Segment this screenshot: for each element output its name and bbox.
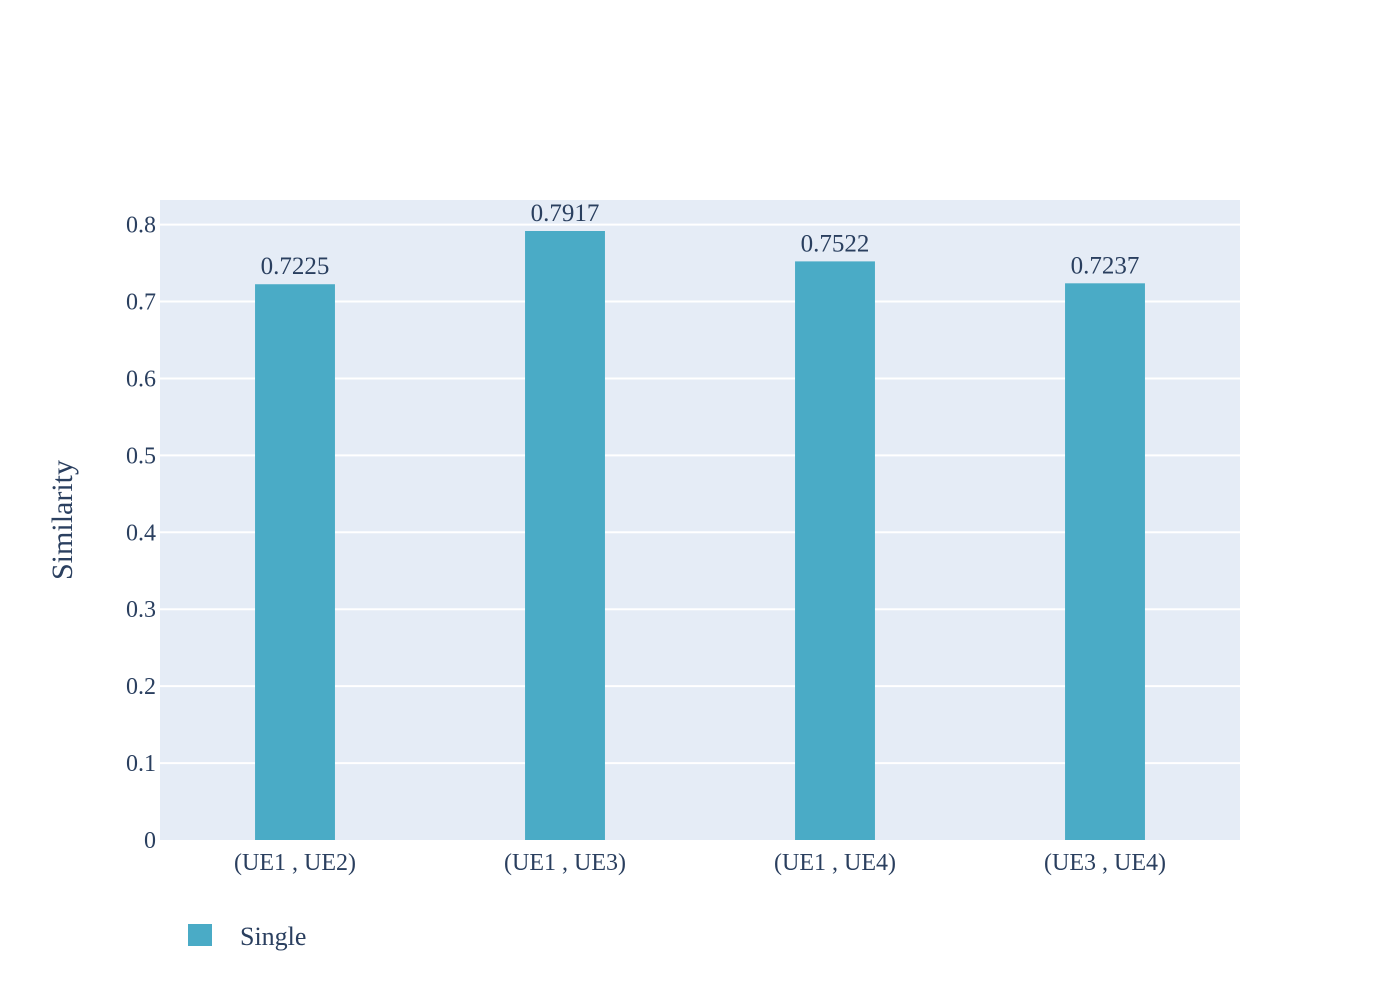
x-tick-label: (UE1 , UE4) bbox=[774, 850, 896, 876]
legend-swatch-single[interactable] bbox=[188, 924, 212, 946]
data-label: 0.7237 bbox=[1071, 252, 1140, 279]
x-tick-label: (UE3 , UE4) bbox=[1044, 850, 1166, 876]
bar bbox=[1065, 283, 1145, 840]
x-axis-ticks: (UE1 , UE2) (UE1 , UE3) (UE1 , UE4) (UE3 , … bbox=[234, 850, 1166, 876]
legend[interactable]: Single bbox=[188, 922, 306, 951]
y-axis-title: Similarity bbox=[46, 460, 79, 580]
y-tick-label: 0.6 bbox=[126, 366, 156, 392]
bar bbox=[525, 231, 605, 840]
y-tick-label: 0 bbox=[144, 828, 156, 854]
x-tick-label: (UE1 , UE2) bbox=[234, 850, 356, 876]
y-tick-label: 0.5 bbox=[126, 443, 156, 469]
data-labels: 0.7225 0.7917 0.7522 0.7237 bbox=[261, 200, 1140, 280]
legend-label-single[interactable]: Single bbox=[240, 922, 306, 951]
y-tick-label: 0.7 bbox=[126, 290, 156, 316]
y-tick-label: 0.2 bbox=[126, 674, 156, 700]
y-tick-label: 0.8 bbox=[126, 213, 156, 239]
y-axis-ticks: 0 0.1 0.2 0.3 0.4 0.5 0.6 0.7 0.8 bbox=[126, 213, 156, 854]
bar bbox=[255, 284, 335, 840]
gridlines bbox=[160, 223, 1240, 765]
y-tick-label: 0.3 bbox=[126, 597, 156, 623]
bars bbox=[255, 231, 1145, 840]
plot-background bbox=[160, 200, 1240, 840]
data-label: 0.7522 bbox=[801, 230, 870, 257]
data-label: 0.7225 bbox=[261, 253, 330, 280]
y-tick-label: 0.1 bbox=[126, 751, 156, 777]
bar bbox=[795, 261, 875, 840]
y-tick-label: 0.4 bbox=[126, 520, 156, 546]
x-tick-label: (UE1 , UE3) bbox=[504, 850, 626, 876]
data-label: 0.7917 bbox=[531, 200, 600, 227]
